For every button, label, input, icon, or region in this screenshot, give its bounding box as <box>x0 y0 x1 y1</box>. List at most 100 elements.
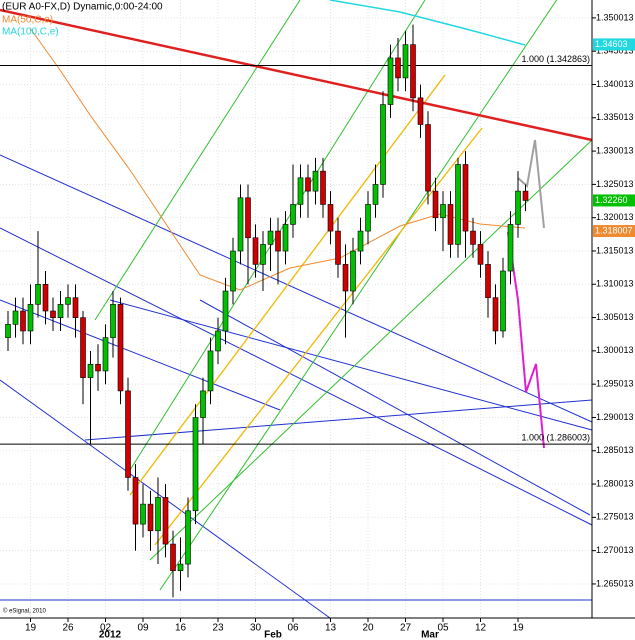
y-tick-label: 1.295013 <box>596 379 634 389</box>
y-tick-label: 1.305013 <box>596 312 634 322</box>
y-tick-label: 1.270013 <box>596 545 634 555</box>
candle-body <box>350 250 356 292</box>
y-tick-label: 1.315013 <box>596 245 634 255</box>
candle-body <box>297 177 304 205</box>
candle-body <box>342 264 349 292</box>
x-tick-label: 05 <box>437 623 449 634</box>
candle-body <box>477 244 484 265</box>
x-tick-label: 13 <box>325 623 337 634</box>
y-tick-label: 1.280013 <box>596 478 634 488</box>
x-tick-label: 19 <box>512 623 524 634</box>
candle-body <box>267 230 274 245</box>
y-tick-label: 1.290013 <box>596 412 634 422</box>
y-tick-label: 1.265013 <box>596 578 634 588</box>
yellow-channel-line <box>129 74 446 496</box>
y-tick-label: 1.275013 <box>596 512 634 522</box>
y-tick-label: 1.340013 <box>596 79 634 89</box>
footer: © eSignal, 2010 <box>3 608 46 615</box>
price-tag <box>593 194 635 207</box>
month-label: Mar <box>421 630 439 640</box>
projection-magenta <box>507 231 545 449</box>
x-tick-label: 23 <box>212 623 224 634</box>
x-tick-label: 09 <box>137 623 149 634</box>
x-tick-label: 30 <box>250 623 262 634</box>
candle-body <box>380 104 386 185</box>
axes <box>0 0 635 622</box>
candle-body <box>207 350 214 392</box>
candle-body <box>177 563 184 572</box>
price-tag-label: 1.34603 <box>595 39 628 49</box>
candle-body <box>215 330 221 352</box>
candle-body <box>87 363 94 378</box>
price-tag <box>593 38 635 51</box>
candle-body <box>440 204 446 219</box>
candle-body <box>102 337 109 372</box>
candle-body <box>290 204 296 225</box>
candle-body <box>402 44 409 79</box>
candle-body <box>237 197 244 252</box>
blue-trend-line <box>0 299 281 411</box>
candle-body <box>185 510 191 565</box>
red-trend-line <box>0 8 593 142</box>
month-label: 2012 <box>99 630 122 640</box>
candle-body <box>245 197 251 239</box>
y-tick-label: 1.320013 <box>596 212 634 222</box>
candle-body <box>222 290 229 332</box>
candle-body <box>327 204 334 232</box>
candle-body <box>455 164 461 245</box>
candle-body <box>500 270 506 332</box>
candle-body <box>365 204 371 232</box>
x-tick-label: 20 <box>362 623 374 634</box>
candle-body <box>417 97 424 125</box>
candle-body <box>155 497 161 532</box>
candle-body <box>20 310 26 332</box>
y-tick-label: 1.285013 <box>596 445 634 455</box>
candle-body <box>27 304 34 332</box>
candle-body <box>140 503 146 525</box>
ma50-line <box>29 27 526 291</box>
candle-body <box>410 44 416 99</box>
y-tick-label: 1.345013 <box>596 46 634 56</box>
y-tick-label: 1.335013 <box>596 112 634 122</box>
candle-body <box>335 230 341 265</box>
candle-body <box>260 244 266 265</box>
candle-body <box>432 190 439 219</box>
candle-body <box>252 237 259 265</box>
blue-trend-line <box>84 399 593 441</box>
candle-body <box>507 224 514 272</box>
candle-body <box>387 57 394 105</box>
price-tag <box>593 225 635 238</box>
y-tick-label: 1.325013 <box>596 179 634 189</box>
candle-body <box>57 304 64 318</box>
price-tag-label: 1.318007 <box>595 225 633 235</box>
ma100-line <box>329 0 526 46</box>
candle-body <box>95 363 101 372</box>
candle-body <box>110 304 116 338</box>
candle-body <box>192 417 199 512</box>
candle-body <box>35 284 41 305</box>
candle-body <box>42 284 49 312</box>
x-tick-label: 12 <box>475 623 487 634</box>
candle-body <box>447 204 454 245</box>
level-label: 1.000 (1.342863) <box>521 54 590 64</box>
candle-body <box>522 190 529 201</box>
x-tick-label: 26 <box>62 623 74 634</box>
candle-body <box>470 230 476 245</box>
candle-body <box>170 543 176 572</box>
x-tick-label: 16 <box>175 623 187 634</box>
legend-ma50: MA(50,C,e) <box>2 15 53 26</box>
candle-body <box>65 297 71 305</box>
candle-body <box>132 477 139 525</box>
x-tick-label: 27 <box>400 623 412 634</box>
candle-body <box>50 310 56 318</box>
blue-trend-line <box>199 299 591 516</box>
candle-body <box>12 310 19 325</box>
x-tick-label: 06 <box>287 623 299 634</box>
y-tick-label: 1.300013 <box>596 345 634 355</box>
candles <box>5 24 529 598</box>
candle-body <box>282 224 289 252</box>
candle-body <box>462 164 469 232</box>
candle-body <box>80 317 86 378</box>
